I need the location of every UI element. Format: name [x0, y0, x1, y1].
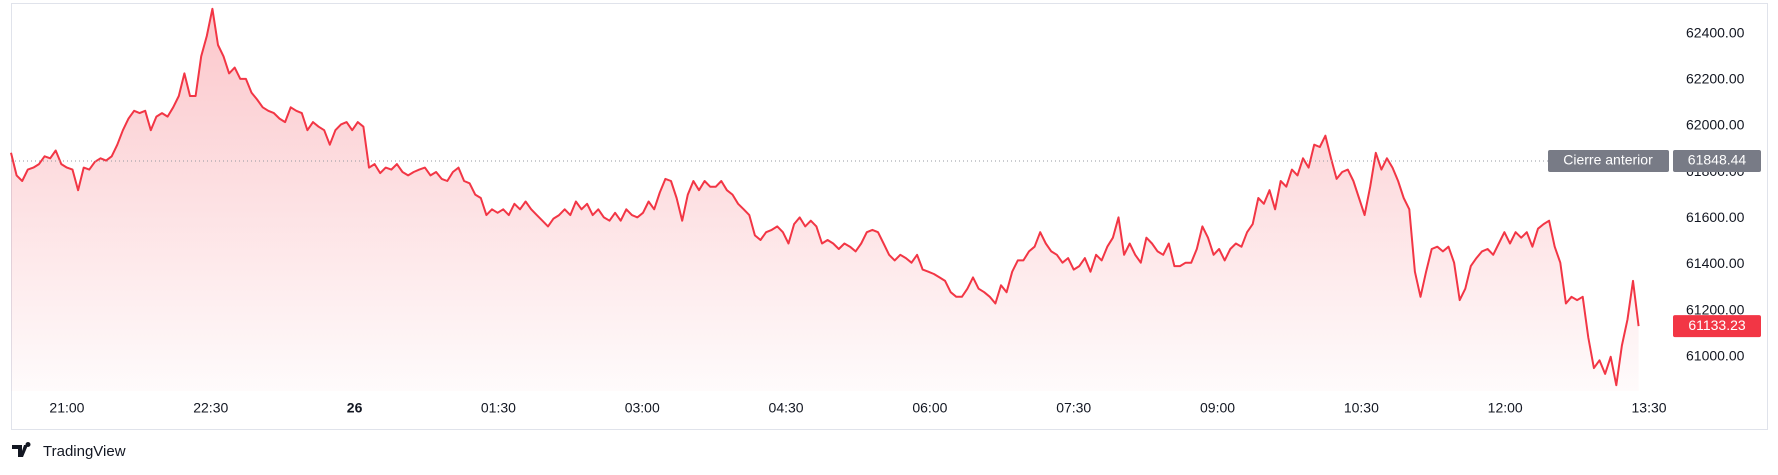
x-tick-label: 22:30 — [193, 400, 228, 416]
x-tick-label: 01:30 — [481, 400, 516, 416]
y-tick-label: 62000.00 — [1686, 117, 1745, 133]
last-price-box — [1673, 315, 1761, 338]
y-tick-label: 61600.00 — [1686, 209, 1745, 225]
x-tick-label: 04:30 — [769, 400, 804, 416]
last-price-label: 61133.23 — [1688, 317, 1746, 333]
x-tick-label: 03:00 — [625, 400, 660, 416]
logo-icon — [12, 442, 31, 457]
prev-close-label-box — [1548, 150, 1669, 173]
prev-close-value: 61848.44 — [1688, 152, 1747, 168]
y-tick-label: 61400.00 — [1686, 255, 1745, 271]
x-tick-label: 07:30 — [1056, 400, 1091, 416]
x-tick-label: 09:00 — [1200, 400, 1235, 416]
area-fill — [11, 8, 1639, 392]
x-tick-label: 10:30 — [1344, 400, 1379, 416]
x-tick-label: 13:30 — [1632, 400, 1667, 416]
prev-close-label: Cierre anterior — [1563, 152, 1653, 168]
prev-close-value-box — [1673, 150, 1761, 173]
y-tick-label: 62200.00 — [1686, 71, 1745, 87]
x-tick-label: 12:00 — [1488, 400, 1523, 416]
y-tick-label: 62400.00 — [1686, 24, 1745, 40]
y-tick-label: 61000.00 — [1686, 348, 1745, 364]
x-tick-label: 21:00 — [49, 400, 84, 416]
y-tick-label: 61200.00 — [1686, 301, 1745, 317]
brand-logo[interactable]: TradingView — [12, 442, 126, 460]
price-line — [10, 7, 1640, 387]
brand-name: TradingView — [43, 443, 126, 460]
x-tick-label: 06:00 — [912, 400, 947, 416]
x-tick-label: 26 — [347, 400, 363, 416]
